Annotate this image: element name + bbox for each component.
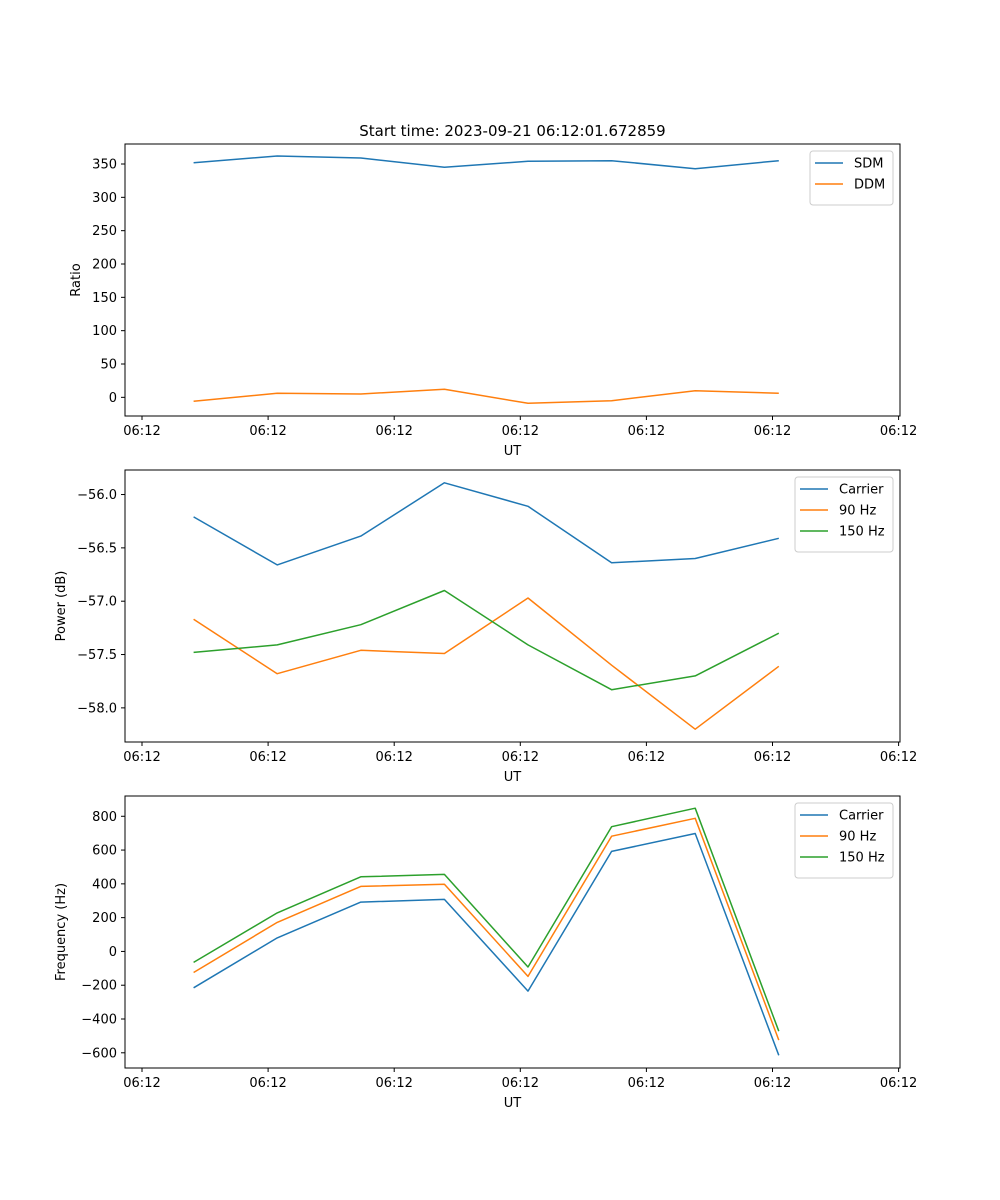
- y-tick-label: 400: [92, 877, 117, 892]
- x-axis-label: UT: [504, 1096, 522, 1111]
- y-tick-label: −200: [81, 979, 117, 994]
- x-tick-label: 06:12: [249, 1076, 286, 1091]
- y-tick-label: −400: [81, 1013, 117, 1028]
- y-tick-label: 350: [92, 158, 117, 173]
- chart-panel-3: 06:1206:1206:1206:1206:1206:1206:1206:13…: [54, 795, 917, 1111]
- legend-label: DDM: [854, 178, 885, 193]
- x-tick-label: 06:12: [880, 750, 917, 765]
- x-tick-label: 06:12: [880, 424, 917, 439]
- y-tick-label: 0: [109, 391, 117, 406]
- y-tick-label: 150: [92, 291, 117, 306]
- y-tick-label: 800: [92, 810, 117, 825]
- y-tick-label: 0: [109, 945, 117, 960]
- x-tick-label: 06:12: [375, 1076, 412, 1091]
- y-tick-label: −56.0: [77, 488, 117, 503]
- axes-frame: [124, 143, 901, 417]
- x-tick-label: 06:12: [628, 424, 665, 439]
- series-line-150-hz: [193, 807, 780, 1032]
- legend: Carrier 90 Hz 150 Hz: [794, 476, 894, 553]
- y-tick-label: 200: [92, 911, 117, 926]
- y-tick-label: −600: [81, 1046, 117, 1061]
- y-tick-label: 300: [92, 191, 117, 206]
- x-tick-label: 06:12: [502, 750, 539, 765]
- y-axis-label: Ratio: [69, 263, 84, 296]
- series-line-150-hz: [193, 589, 780, 691]
- y-tick-label: 50: [100, 358, 117, 373]
- y-tick-label: −57.0: [77, 595, 117, 610]
- x-tick-label: 06:12: [754, 750, 791, 765]
- chart-panel-2: 06:1206:1206:1206:1206:1206:1206:1206:13…: [54, 469, 917, 785]
- x-tick-label: 06:12: [123, 1076, 160, 1091]
- legend-box: [794, 802, 894, 879]
- y-tick-label: −57.5: [77, 648, 117, 663]
- x-tick-label: 06:12: [880, 1076, 917, 1091]
- legend-label: SDM: [854, 157, 883, 172]
- x-axis-label: UT: [504, 444, 522, 459]
- series-line-sdm: [193, 155, 779, 170]
- x-tick-label: 06:12: [628, 1076, 665, 1091]
- legend-label: 150 Hz: [839, 525, 885, 540]
- legend-label: Carrier: [839, 809, 884, 824]
- y-axis-label: Power (dB): [54, 571, 69, 642]
- legend-label: 90 Hz: [839, 504, 876, 519]
- y-tick-label: 200: [92, 258, 117, 273]
- y-axis-label: Frequency (Hz): [54, 883, 69, 981]
- series-line-carrier: [193, 482, 779, 566]
- x-tick-label: 06:12: [375, 424, 412, 439]
- axes-frame: [124, 795, 901, 1069]
- series-line-ddm: [193, 388, 779, 405]
- series-line-carrier: [193, 832, 780, 1056]
- y-tick-label: −58.0: [77, 701, 117, 716]
- y-tick-label: 100: [92, 324, 117, 339]
- legend: Carrier 90 Hz 150 Hz: [794, 802, 894, 879]
- x-axis-label: UT: [504, 770, 522, 785]
- x-tick-label: 06:12: [123, 750, 160, 765]
- x-tick-label: 06:12: [123, 424, 160, 439]
- x-tick-label: 06:12: [249, 750, 286, 765]
- legend-box: [794, 476, 894, 553]
- legend-box: [809, 150, 894, 206]
- figure-title: Start time: 2023-09-21 06:12:01.672859: [359, 122, 665, 140]
- legend-label: 150 Hz: [839, 851, 885, 866]
- series-line-90-hz: [193, 817, 780, 1041]
- x-tick-label: 06:12: [502, 424, 539, 439]
- y-tick-label: 250: [92, 224, 117, 239]
- chart-panel-1: 06:1206:1206:1206:1206:1206:1206:1206:13…: [69, 143, 917, 459]
- legend: SDM DDM: [809, 150, 894, 206]
- legend-label: Carrier: [839, 483, 884, 498]
- x-tick-label: 06:12: [375, 750, 412, 765]
- y-tick-label: −56.5: [77, 541, 117, 556]
- x-tick-label: 06:12: [754, 1076, 791, 1091]
- x-tick-label: 06:12: [502, 1076, 539, 1091]
- legend-label: 90 Hz: [839, 830, 876, 845]
- y-tick-label: 600: [92, 844, 117, 859]
- x-tick-label: 06:12: [754, 424, 791, 439]
- axes-frame: [124, 469, 901, 743]
- x-tick-label: 06:12: [628, 750, 665, 765]
- series-line-90-hz: [193, 597, 780, 730]
- x-tick-label: 06:12: [249, 424, 286, 439]
